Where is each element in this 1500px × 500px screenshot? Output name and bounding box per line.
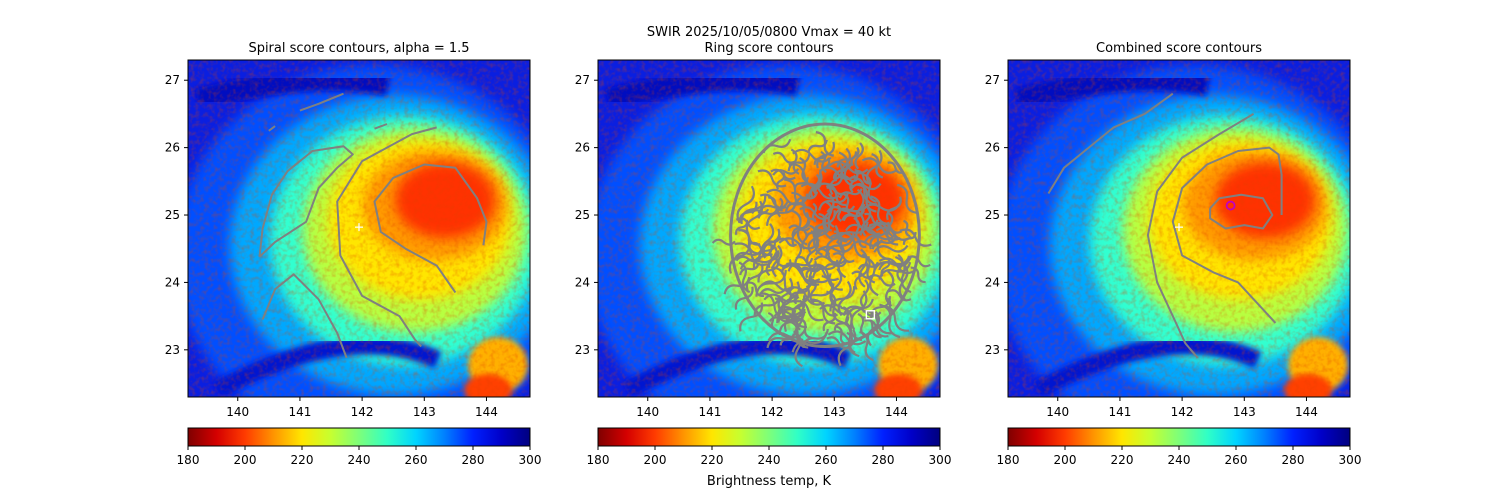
score-contour: [261, 273, 348, 359]
heatmap-image: [1008, 60, 1350, 397]
score-contour: [258, 145, 354, 258]
colorbar-tick-label: 260: [1225, 453, 1248, 467]
y-tick-label: 24: [575, 275, 590, 289]
center-plus-marker: [1175, 223, 1183, 232]
x-tick-label: 143: [413, 405, 436, 419]
colorbar-tick-label: 180: [997, 453, 1020, 467]
x-tick-label: 142: [1171, 405, 1194, 419]
y-tick-label: 25: [165, 208, 180, 222]
colorbar-tick-label: 260: [815, 453, 838, 467]
colorbar-tick-label: 220: [291, 453, 314, 467]
y-tick-label: 25: [575, 208, 590, 222]
y-tick-label: 23: [165, 343, 180, 357]
score-contour: [374, 123, 388, 130]
center-plus-marker: [355, 223, 363, 232]
y-tick-label: 27: [165, 73, 180, 87]
heatmap-image: [598, 60, 940, 397]
colorbar-tick-label: 300: [929, 453, 952, 467]
colorbar-tick-label: 300: [519, 453, 542, 467]
colorbar-tick-label: 200: [234, 453, 257, 467]
colorbar-tick-label: 240: [1168, 453, 1191, 467]
colorbar-tick-label: 280: [462, 453, 485, 467]
panel-title: Combined score contours: [1096, 41, 1262, 56]
x-tick-label: 140: [226, 405, 249, 419]
colorbar-tick-label: 220: [1111, 453, 1134, 467]
x-tick-label: 141: [1108, 405, 1131, 419]
panel-ring: Ring score contours 140 141 142 143 144 23 24 2…: [575, 41, 952, 467]
panel-spiral: Spiral score contours, alpha = 1.5 140 14…: [165, 41, 542, 467]
colorbar-tick-label: 300: [1339, 453, 1362, 467]
square-marker: [865, 310, 876, 320]
x-tick-label: 140: [1046, 405, 1069, 419]
score-contour: [336, 126, 437, 348]
x-tick-label: 143: [823, 405, 846, 419]
y-tick-label: 23: [985, 343, 1000, 357]
score-contour: [1171, 146, 1283, 324]
axes-frame: [187, 59, 531, 398]
ring-contours: [711, 131, 932, 368]
x-tick-label: 143: [1233, 405, 1256, 419]
y-tick-label: 27: [575, 73, 590, 87]
y-tick-label: 23: [575, 343, 590, 357]
colorbar-tick-label: 180: [177, 453, 200, 467]
colorbar: 180 200 220 240 260 280 300: [177, 427, 542, 467]
ring-contour-boundary: [729, 122, 921, 348]
y-tick-label: 26: [575, 141, 590, 155]
score-contour: [268, 125, 276, 132]
colorbar-tick-label: 260: [405, 453, 428, 467]
score-contour: [1209, 193, 1274, 230]
colorbar-tick-label: 240: [758, 453, 781, 467]
heatmap-image: [188, 60, 530, 397]
axes-frame: [1007, 59, 1351, 398]
score-contour: [1146, 113, 1255, 359]
panel-title: Ring score contours: [704, 41, 833, 56]
score-contour: [299, 92, 344, 112]
colorbar-tick-label: 280: [872, 453, 895, 467]
score-contour: [1047, 92, 1174, 195]
x-tick-label: 140: [636, 405, 659, 419]
panel-combined: Combined score contours 140 141 142 143 144 2…: [985, 41, 1362, 467]
x-tick-label: 141: [698, 405, 721, 419]
x-tick-label: 142: [351, 405, 374, 419]
x-tick-label: 141: [288, 405, 311, 419]
y-tick-label: 27: [985, 73, 1000, 87]
figure-suptitle: SWIR 2025/10/05/0800 Vmax = 40 kt: [647, 25, 891, 40]
y-tick-label: 26: [985, 141, 1000, 155]
colorbar-tick-label: 200: [644, 453, 667, 467]
colorbar-tick-label: 240: [348, 453, 371, 467]
colorbar-tick-label: 200: [1054, 453, 1077, 467]
x-tick-label: 144: [1295, 405, 1318, 419]
colorbar-tick-label: 180: [587, 453, 610, 467]
colorbar-label: Brightness temp, K: [707, 474, 832, 489]
panel-title: Spiral score contours, alpha = 1.5: [248, 41, 469, 56]
y-tick-label: 25: [985, 208, 1000, 222]
y-tick-label: 24: [165, 275, 180, 289]
x-tick-label: 144: [475, 405, 498, 419]
axes-frame: [597, 59, 941, 398]
y-tick-label: 26: [165, 141, 180, 155]
colorbar-tick-label: 280: [1282, 453, 1305, 467]
x-tick-label: 144: [885, 405, 908, 419]
colorbar: 180 200 220 240 260 280 300: [997, 427, 1362, 467]
colorbar-tick-label: 220: [701, 453, 724, 467]
circle-marker: [1225, 200, 1236, 211]
x-tick-label: 142: [761, 405, 784, 419]
colorbar: 180 200 220 240 260 280 300: [587, 427, 952, 467]
score-contour: [373, 163, 488, 294]
y-tick-label: 24: [985, 275, 1000, 289]
